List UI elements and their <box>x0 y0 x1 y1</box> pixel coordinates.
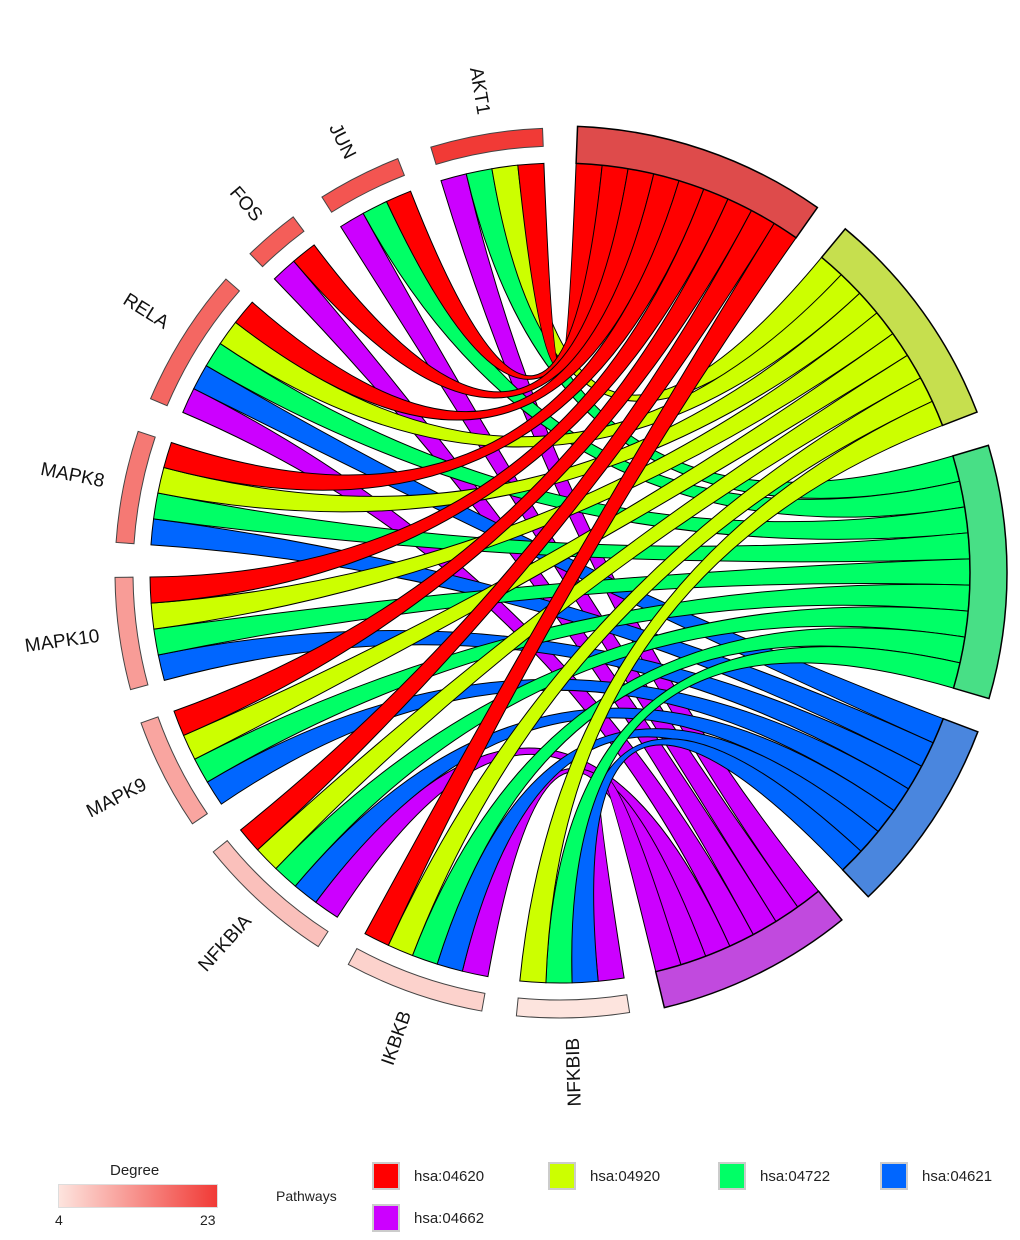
gene-label-jun: JUN <box>324 120 359 162</box>
legend-item-pathway-2: hsa:04920 <box>548 1162 660 1190</box>
gene-label-nfkbia: NFKBIA <box>194 911 256 976</box>
legend-label: hsa:04662 <box>414 1209 485 1227</box>
pathway-arc-hsa-04621 <box>841 717 979 898</box>
degree-max-label: 23 <box>200 1212 216 1228</box>
legend-label: hsa:04620 <box>414 1167 485 1185</box>
gene-arc-akt1 <box>430 127 544 166</box>
gene-arc-rela <box>149 278 241 407</box>
legend-label: hsa:04920 <box>590 1167 661 1185</box>
legend-swatch <box>548 1162 576 1190</box>
gene-label-ikbkb: IKBKB <box>378 1008 416 1068</box>
legend-item-pathway-3: hsa:04722 <box>718 1162 830 1190</box>
legend: Degree 4 23 Pathways hsa:04620 hsa:04920… <box>0 1150 1020 1240</box>
legend-label: hsa:04722 <box>760 1167 831 1185</box>
gene-label-akt1: AKT1 <box>465 66 494 116</box>
legend-item-pathway-4: hsa:04621 <box>880 1162 992 1190</box>
legend-item-pathway-1: hsa:04620 <box>372 1162 484 1190</box>
ribbon-group <box>149 162 971 984</box>
legend-swatch <box>372 1162 400 1190</box>
gene-label-mapk9: MAPK9 <box>83 774 150 822</box>
gene-arc-fos <box>249 216 305 268</box>
chord-diagram: AKT1 JUN FOS RELA MAPK8 MAPK10 MAPK9 NFKBIA IKBK… <box>24 66 1008 1107</box>
gene-arc-nfkbib <box>515 994 631 1019</box>
gene-arc-ikbkb <box>347 947 486 1012</box>
degree-gradient-bar <box>58 1184 218 1208</box>
gene-label-mapk10: MAPK10 <box>24 626 101 657</box>
arc-group <box>114 125 1008 1019</box>
gene-arc-mapk8 <box>115 430 156 545</box>
gene-arc-mapk10 <box>114 576 149 691</box>
legend-label: hsa:04621 <box>922 1167 993 1185</box>
gene-label-mapk8: MAPK8 <box>39 459 106 492</box>
gene-arc-jun <box>321 157 406 213</box>
pathway-arc-hsa-04722 <box>951 444 1008 700</box>
legend-swatch <box>372 1204 400 1232</box>
pathway-arc-hsa-04920 <box>820 227 979 427</box>
gene-label-fos: FOS <box>225 183 266 226</box>
gene-label-rela: RELA <box>119 289 172 333</box>
gene-label-nfkbib: NFKBIB <box>563 1038 586 1107</box>
degree-legend-title: Degree <box>110 1162 160 1179</box>
legend-swatch <box>880 1162 908 1190</box>
legend-swatch <box>718 1162 746 1190</box>
gene-arc-nfkbia <box>212 839 329 948</box>
degree-min-label: 4 <box>55 1212 63 1228</box>
legend-item-pathway-5: hsa:04662 <box>372 1204 484 1232</box>
gene-arc-mapk9 <box>140 716 209 825</box>
pathway-arc-hsa-04620 <box>575 125 819 239</box>
pathway-arc-hsa-04662 <box>654 890 843 1009</box>
pathways-legend-title: Pathways <box>276 1188 337 1204</box>
